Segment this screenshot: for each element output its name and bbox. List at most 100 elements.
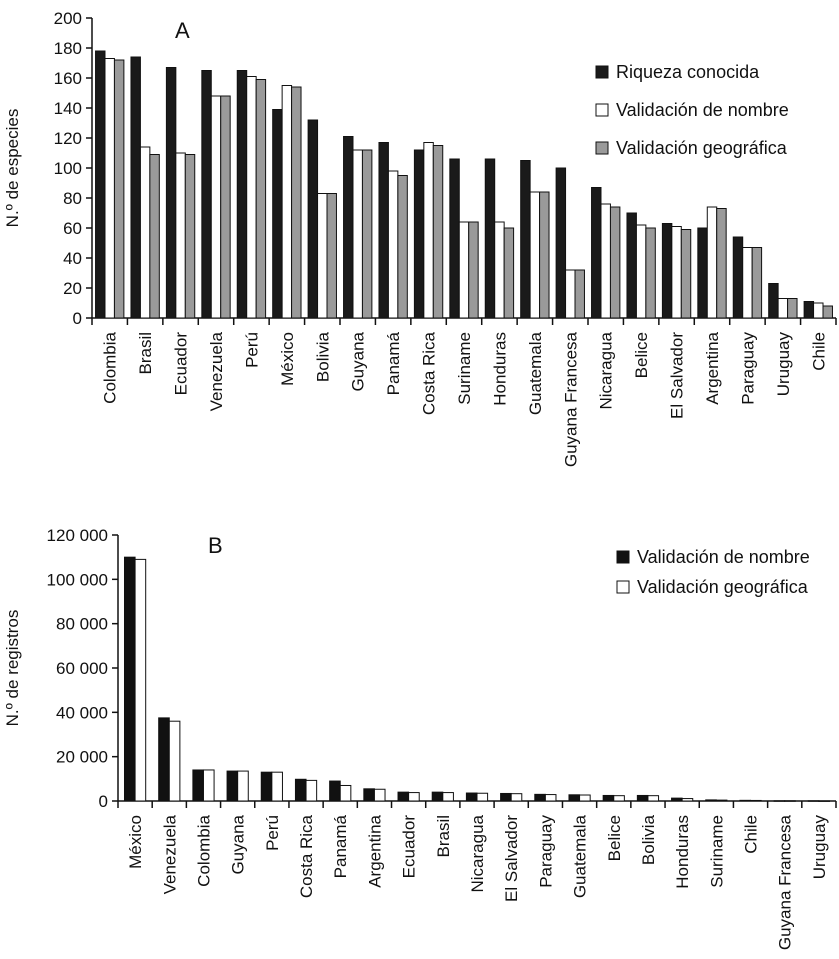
bar (544, 794, 557, 802)
bar (184, 154, 196, 319)
bar (271, 771, 283, 802)
x-category-label: Costa Rica (297, 814, 316, 898)
x-category-label: Nicaragua (597, 331, 616, 409)
x-category-label: Belice (605, 815, 624, 861)
x-category-label: Paraguay (536, 815, 555, 888)
bar (294, 778, 307, 802)
bar (423, 142, 434, 319)
x-category-label: Colombia (101, 331, 120, 403)
x-category-label: Uruguay (774, 332, 793, 397)
bar (681, 798, 694, 802)
bar (565, 269, 576, 319)
bar (465, 792, 478, 802)
y-tick-label: 80 (63, 189, 82, 208)
bar (609, 206, 621, 319)
y-tick-label: 120 000 (47, 526, 108, 545)
x-category-label: Panamá (384, 331, 403, 395)
bar (671, 797, 683, 802)
bar (742, 247, 753, 319)
bar (635, 224, 647, 319)
x-category-label: El Salvador (502, 815, 521, 902)
bar (784, 800, 796, 802)
x-category-label: Argentina (703, 331, 722, 404)
chart-a-species: 0 20 40 60 80 100 120 140 160 180 200 N.º de especi… (3, 9, 837, 467)
x-category-label: El Salvador (668, 332, 687, 419)
y-tick-label: 200 (54, 9, 82, 28)
bar (716, 208, 727, 319)
bar (175, 152, 186, 319)
x-category-label: Nicaragua (468, 814, 487, 892)
x-category-label: Chile (809, 332, 828, 371)
y-tick-label: 60 (63, 219, 82, 238)
bar (773, 800, 786, 802)
bar (220, 95, 231, 319)
bar (468, 221, 479, 319)
x-category-label: Paraguay (738, 332, 757, 405)
bar (768, 283, 779, 319)
bar (671, 226, 682, 319)
legend-label: Riqueza conocida (616, 62, 760, 82)
bar (442, 792, 454, 802)
bar (272, 109, 283, 319)
legend-swatch (616, 580, 630, 594)
bar (149, 154, 160, 319)
y-tick-label: 100 000 (47, 570, 108, 589)
bar (281, 85, 293, 319)
bar (192, 769, 204, 802)
x-category-label: Costa Rica (420, 331, 439, 415)
bar (158, 717, 170, 802)
bar (202, 769, 215, 802)
y-tick-label: 40 000 (56, 703, 108, 722)
bar (201, 70, 212, 319)
bar (822, 305, 833, 319)
x-category-label: Honduras (673, 815, 692, 889)
x-category-label: Perú (242, 332, 261, 368)
bar (458, 221, 470, 319)
bar (432, 145, 444, 319)
x-category-label: Venezuela (207, 331, 226, 411)
bar (777, 298, 789, 319)
bar (579, 794, 591, 802)
bar (343, 136, 354, 319)
bar (751, 247, 763, 319)
y-tick-label: 0 (99, 792, 108, 811)
y-axis-title: N.º de especies (3, 109, 22, 228)
bar (500, 792, 512, 802)
bar (326, 193, 337, 319)
bar (449, 158, 460, 319)
bar (626, 212, 637, 319)
bar (613, 795, 625, 802)
bar (104, 58, 115, 319)
bar (130, 56, 141, 319)
x-category-label: Ecuador (172, 332, 191, 396)
bar (476, 792, 489, 802)
x-category-label: Uruguay (810, 815, 829, 880)
x-category-label: Bolivia (639, 814, 658, 865)
legend-swatch (595, 65, 609, 79)
bar (661, 223, 673, 319)
bar (317, 193, 328, 319)
legend-label: Validación geográfica (616, 138, 788, 158)
bar (705, 799, 717, 802)
bar (113, 59, 125, 319)
y-tick-label: 120 (54, 129, 82, 148)
bar (139, 146, 151, 319)
bar (237, 770, 249, 802)
x-category-label: Brasil (434, 815, 453, 858)
legend-swatch (595, 103, 609, 117)
y-axis-title: N.º de registros (3, 610, 22, 727)
bar (260, 771, 273, 802)
bar (165, 67, 177, 319)
bar (210, 95, 222, 319)
bar (397, 175, 408, 319)
x-category-label: Argentina (365, 814, 384, 887)
x-category-label: Ecuador (400, 815, 419, 879)
bar (750, 799, 762, 802)
bar (574, 269, 585, 319)
bar (555, 167, 567, 319)
bar (803, 301, 815, 319)
bar (361, 149, 373, 319)
bar (706, 206, 718, 319)
bar (568, 794, 581, 802)
bar (95, 50, 106, 319)
